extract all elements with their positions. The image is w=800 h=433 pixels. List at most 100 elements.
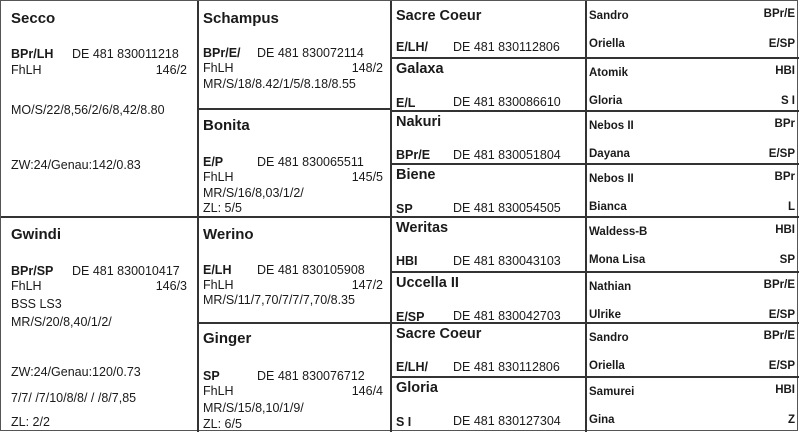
horse-name: Ginger xyxy=(203,330,252,347)
breed-code: E/L xyxy=(396,96,416,110)
ancestor-row: Mona Lisa SP xyxy=(587,254,797,271)
horse-name: Biene xyxy=(396,167,436,183)
row-divider xyxy=(390,57,799,59)
breed-code: BPr xyxy=(774,171,795,183)
breed-code: S I xyxy=(780,95,795,107)
horse-name: Gina xyxy=(589,414,615,426)
height-value: 146/4 xyxy=(351,384,383,398)
ancestor-row: Nathian BPr/E xyxy=(587,279,797,298)
ancestor-row: Sandro BPr/E xyxy=(587,8,797,27)
ancestor-row: Bianca L xyxy=(587,201,797,218)
horse-cell-secco: Secco BPr/LH DE 481 830011218 FhLH 146/2 MO/S… xyxy=(1,1,197,216)
breeding-line: FhLH xyxy=(203,278,234,292)
breed-code: E/SP xyxy=(768,309,795,321)
horse-name: Oriella xyxy=(589,38,625,50)
row-divider xyxy=(390,376,799,378)
row-divider xyxy=(197,108,391,110)
horse-cell-ginger: Ginger SP DE 481 830076712 FhLH 146/4 MR/S/15… xyxy=(198,323,390,432)
ueln-number: DE 481 830011218 xyxy=(72,47,179,61)
horse-cell-werino: Werino E/LH DE 481 830105908 FhLH 147/2 MR/S/… xyxy=(198,217,390,322)
ancestor-row: Gloria S I xyxy=(587,95,797,112)
performance-note: 7/7/ /7/10/8/8/ / /8/7,85 xyxy=(11,391,137,405)
breed-code: E/SP xyxy=(768,38,795,50)
horse-cell: Nakuri BPr/E DE 481 830051804 xyxy=(391,111,585,164)
row-divider xyxy=(390,163,799,165)
ancestor-row: Oriella E/SP xyxy=(587,360,797,377)
ancestor-row: Sandro BPr/E xyxy=(587,330,797,349)
breed-code: E/LH/ xyxy=(396,40,428,54)
horse-name: Werino xyxy=(203,226,254,243)
performance-note: MR/S/16/8,03/1/2/ xyxy=(203,186,304,200)
height-value: 146/3 xyxy=(155,279,187,293)
horse-name: Weritas xyxy=(396,220,449,236)
ueln-number: DE 481 830051804 xyxy=(453,148,561,162)
horse-cell: Biene SP DE 481 830054505 xyxy=(391,164,585,217)
horse-cell-schampus: Schampus BPr/E/DE 481 830072114 FhLH 148/2 M… xyxy=(198,1,390,108)
ueln-number: DE 481 830010417 xyxy=(72,264,180,278)
horse-name: Sacre Coeur xyxy=(396,8,482,24)
row-divider xyxy=(390,110,799,112)
ueln-number: DE 481 830105908 xyxy=(257,263,365,277)
performance-note: MR/S/15/8,10/1/9/ xyxy=(203,401,304,415)
ancestor-row: Nebos II BPr xyxy=(587,118,797,137)
ueln-number: DE 481 830076712 xyxy=(257,369,365,383)
horse-cell-bonita: Bonita E/P DE 481 830065511 FhLH 145/5 MR/S/1… xyxy=(198,109,390,216)
breed-code: E/SP xyxy=(396,310,425,324)
ancestor-row: Dayana E/SP xyxy=(587,148,797,165)
breed-code: S I xyxy=(396,415,412,429)
ancestor-row: Oriella E/SP xyxy=(587,38,797,55)
breed-code: BPr/E xyxy=(763,279,795,291)
ueln-number: DE 481 830065511 xyxy=(257,155,364,169)
performance-note: MR/S/20/8,40/1/2/ xyxy=(11,315,112,329)
ancestor-row: Ulrike E/SP xyxy=(587,309,797,326)
performance-note: MO/S/22/8,56/2/6/8,42/8.80 xyxy=(11,103,165,117)
breed-code: HBI xyxy=(775,65,795,77)
height-value: 145/5 xyxy=(351,170,383,184)
ancestor-row: Atomik HBI xyxy=(587,65,797,84)
performance-note: BSS LS3 xyxy=(11,297,62,311)
performance-note: ZL: 5/5 xyxy=(203,201,242,215)
breed-code: SP xyxy=(779,254,795,266)
horse-name: Oriella xyxy=(589,360,625,372)
horse-name: Uccella II xyxy=(396,275,459,291)
horse-name: Nathian xyxy=(589,281,632,293)
ueln-number: DE 481 830043103 xyxy=(453,254,561,268)
breeding-line: FhLH xyxy=(11,63,42,77)
horse-cell: Sacre Coeur E/LH/DE 481 830112806 xyxy=(391,1,585,58)
breed-code: BPr/SP xyxy=(11,264,54,278)
breed-code: E/LH xyxy=(203,263,232,277)
breed-code: BPr/E xyxy=(763,330,795,342)
ancestor-row: Waldess-B HBI xyxy=(587,224,797,243)
horse-name: Ulrike xyxy=(589,309,621,321)
breed-code: E/P xyxy=(203,155,224,169)
horse-name: Gloria xyxy=(589,95,623,107)
horse-cell: Gloria S I DE 481 830127304 xyxy=(391,377,585,432)
horse-name: Samurei xyxy=(589,386,635,398)
breed-code: E/SP xyxy=(768,360,795,372)
height-value: 146/2 xyxy=(155,63,187,77)
breed-code: E/LH/ xyxy=(396,360,428,374)
breed-code: Z xyxy=(787,414,795,426)
horse-name: Waldess-B xyxy=(589,226,648,238)
performance-note: ZW:24/Genau:142/0.83 xyxy=(11,158,141,172)
breed-code: BPr/LH xyxy=(11,47,54,61)
horse-name: Dayana xyxy=(589,148,630,160)
horse-name: Bonita xyxy=(203,117,250,134)
breed-code: BPr/E/ xyxy=(203,46,241,60)
breed-code: HBI xyxy=(775,384,795,396)
ueln-number: DE 481 830042703 xyxy=(453,309,561,323)
breeding-line: FhLH xyxy=(203,170,234,184)
ancestor-row: Gina Z xyxy=(587,414,797,431)
horse-name: Bianca xyxy=(589,201,627,213)
horse-name: Mona Lisa xyxy=(589,254,646,266)
horse-name: Sandro xyxy=(589,10,629,22)
ancestor-row: Samurei HBI xyxy=(587,384,797,403)
row-divider xyxy=(197,322,391,324)
horse-cell: Galaxa E/L DE 481 830086610 xyxy=(391,58,585,111)
ueln-number: DE 481 830054505 xyxy=(453,201,561,215)
breed-code: L xyxy=(787,201,795,213)
ueln-number: DE 481 830072114 xyxy=(257,46,364,60)
ancestor-row: Nebos II BPr xyxy=(587,171,797,190)
performance-note: ZL: 2/2 xyxy=(11,415,50,429)
horse-name: Nakuri xyxy=(396,114,442,130)
